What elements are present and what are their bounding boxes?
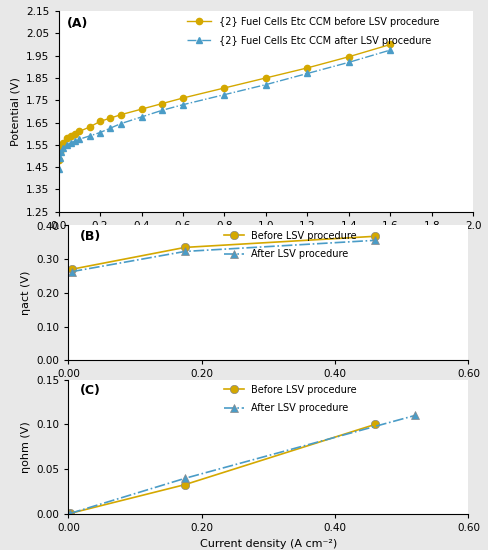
{2} Fuel Cells Etc CCM after LSV procedure <box>87 133 93 139</box>
{2} Fuel Cells Etc CCM after LSV procedure <box>346 59 352 65</box>
Y-axis label: Potential (V): Potential (V) <box>11 77 20 146</box>
{2} Fuel Cells Etc CCM before LSV procedure <box>68 133 74 139</box>
Y-axis label: ηohm (V): ηohm (V) <box>20 421 31 473</box>
Line: {2} Fuel Cells Etc CCM before LSV procedure: {2} Fuel Cells Etc CCM before LSV proced… <box>56 41 393 163</box>
{2} Fuel Cells Etc CCM after LSV procedure <box>76 136 82 142</box>
Line: Before LSV procedure: Before LSV procedure <box>66 420 379 518</box>
After LSV procedure <box>412 412 418 419</box>
Line: After LSV procedure: After LSV procedure <box>66 411 419 518</box>
{2} Fuel Cells Etc CCM after LSV procedure <box>180 101 186 108</box>
{2} Fuel Cells Etc CCM before LSV procedure <box>346 53 352 60</box>
Before LSV procedure <box>372 421 378 428</box>
After LSV procedure <box>372 237 378 244</box>
X-axis label: Current density (A cm⁻²): Current density (A cm⁻²) <box>200 539 337 549</box>
{2} Fuel Cells Etc CCM after LSV procedure <box>159 107 165 113</box>
{2} Fuel Cells Etc CCM after LSV procedure <box>263 81 269 88</box>
{2} Fuel Cells Etc CCM before LSV procedure <box>57 148 62 155</box>
Text: (A): (A) <box>67 17 88 30</box>
{2} Fuel Cells Etc CCM before LSV procedure <box>118 112 124 118</box>
After LSV procedure <box>69 268 75 275</box>
{2} Fuel Cells Etc CCM before LSV procedure <box>97 118 103 125</box>
X-axis label: Current density (A cm⁻²): Current density (A cm⁻²) <box>197 236 335 246</box>
After LSV procedure <box>67 510 73 516</box>
Before LSV procedure <box>67 510 73 516</box>
{2} Fuel Cells Etc CCM before LSV procedure <box>76 128 82 135</box>
Before LSV procedure <box>372 233 378 240</box>
Line: After LSV procedure: After LSV procedure <box>67 236 379 276</box>
{2} Fuel Cells Etc CCM after LSV procedure <box>97 129 103 136</box>
{2} Fuel Cells Etc CCM after LSV procedure <box>60 145 65 151</box>
Line: Before LSV procedure: Before LSV procedure <box>67 232 379 273</box>
{2} Fuel Cells Etc CCM before LSV procedure <box>87 124 93 130</box>
Legend: {2} Fuel Cells Etc CCM before LSV procedure, {2} Fuel Cells Etc CCM after LSV pr: {2} Fuel Cells Etc CCM before LSV proced… <box>183 13 443 50</box>
{2} Fuel Cells Etc CCM before LSV procedure <box>180 95 186 101</box>
Before LSV procedure <box>69 266 75 273</box>
{2} Fuel Cells Etc CCM after LSV procedure <box>56 166 62 173</box>
{2} Fuel Cells Etc CCM before LSV procedure <box>263 75 269 81</box>
Text: (B): (B) <box>81 229 102 243</box>
Legend: Before LSV procedure, After LSV procedure: Before LSV procedure, After LSV procedur… <box>221 227 361 263</box>
{2} Fuel Cells Etc CCM after LSV procedure <box>305 70 310 77</box>
{2} Fuel Cells Etc CCM after LSV procedure <box>387 47 393 53</box>
{2} Fuel Cells Etc CCM before LSV procedure <box>159 100 165 107</box>
{2} Fuel Cells Etc CCM after LSV procedure <box>222 91 227 98</box>
{2} Fuel Cells Etc CCM after LSV procedure <box>118 120 124 127</box>
{2} Fuel Cells Etc CCM before LSV procedure <box>56 157 62 164</box>
{2} Fuel Cells Etc CCM before LSV procedure <box>387 41 393 48</box>
{2} Fuel Cells Etc CCM before LSV procedure <box>58 144 63 150</box>
After LSV procedure <box>182 248 188 255</box>
Legend: Before LSV procedure, After LSV procedure: Before LSV procedure, After LSV procedur… <box>221 381 361 417</box>
{2} Fuel Cells Etc CCM after LSV procedure <box>64 141 70 148</box>
Before LSV procedure <box>182 481 188 488</box>
{2} Fuel Cells Etc CCM before LSV procedure <box>305 64 310 71</box>
Before LSV procedure <box>182 244 188 251</box>
{2} Fuel Cells Etc CCM before LSV procedure <box>72 130 78 137</box>
Line: {2} Fuel Cells Etc CCM after LSV procedure: {2} Fuel Cells Etc CCM after LSV procedu… <box>56 47 393 173</box>
Text: (C): (C) <box>81 383 101 397</box>
After LSV procedure <box>182 475 188 482</box>
{2} Fuel Cells Etc CCM before LSV procedure <box>60 139 65 146</box>
{2} Fuel Cells Etc CCM after LSV procedure <box>58 148 63 155</box>
{2} Fuel Cells Etc CCM after LSV procedure <box>68 139 74 146</box>
{2} Fuel Cells Etc CCM before LSV procedure <box>139 106 144 112</box>
{2} Fuel Cells Etc CCM after LSV procedure <box>72 138 78 145</box>
X-axis label: Current density (A cm⁻²): Current density (A cm⁻²) <box>200 385 337 395</box>
{2} Fuel Cells Etc CCM before LSV procedure <box>107 115 113 122</box>
{2} Fuel Cells Etc CCM before LSV procedure <box>222 85 227 91</box>
{2} Fuel Cells Etc CCM after LSV procedure <box>107 125 113 131</box>
{2} Fuel Cells Etc CCM before LSV procedure <box>64 135 70 141</box>
{2} Fuel Cells Etc CCM after LSV procedure <box>139 114 144 120</box>
Y-axis label: ηact (V): ηact (V) <box>20 271 31 315</box>
{2} Fuel Cells Etc CCM after LSV procedure <box>57 155 62 162</box>
